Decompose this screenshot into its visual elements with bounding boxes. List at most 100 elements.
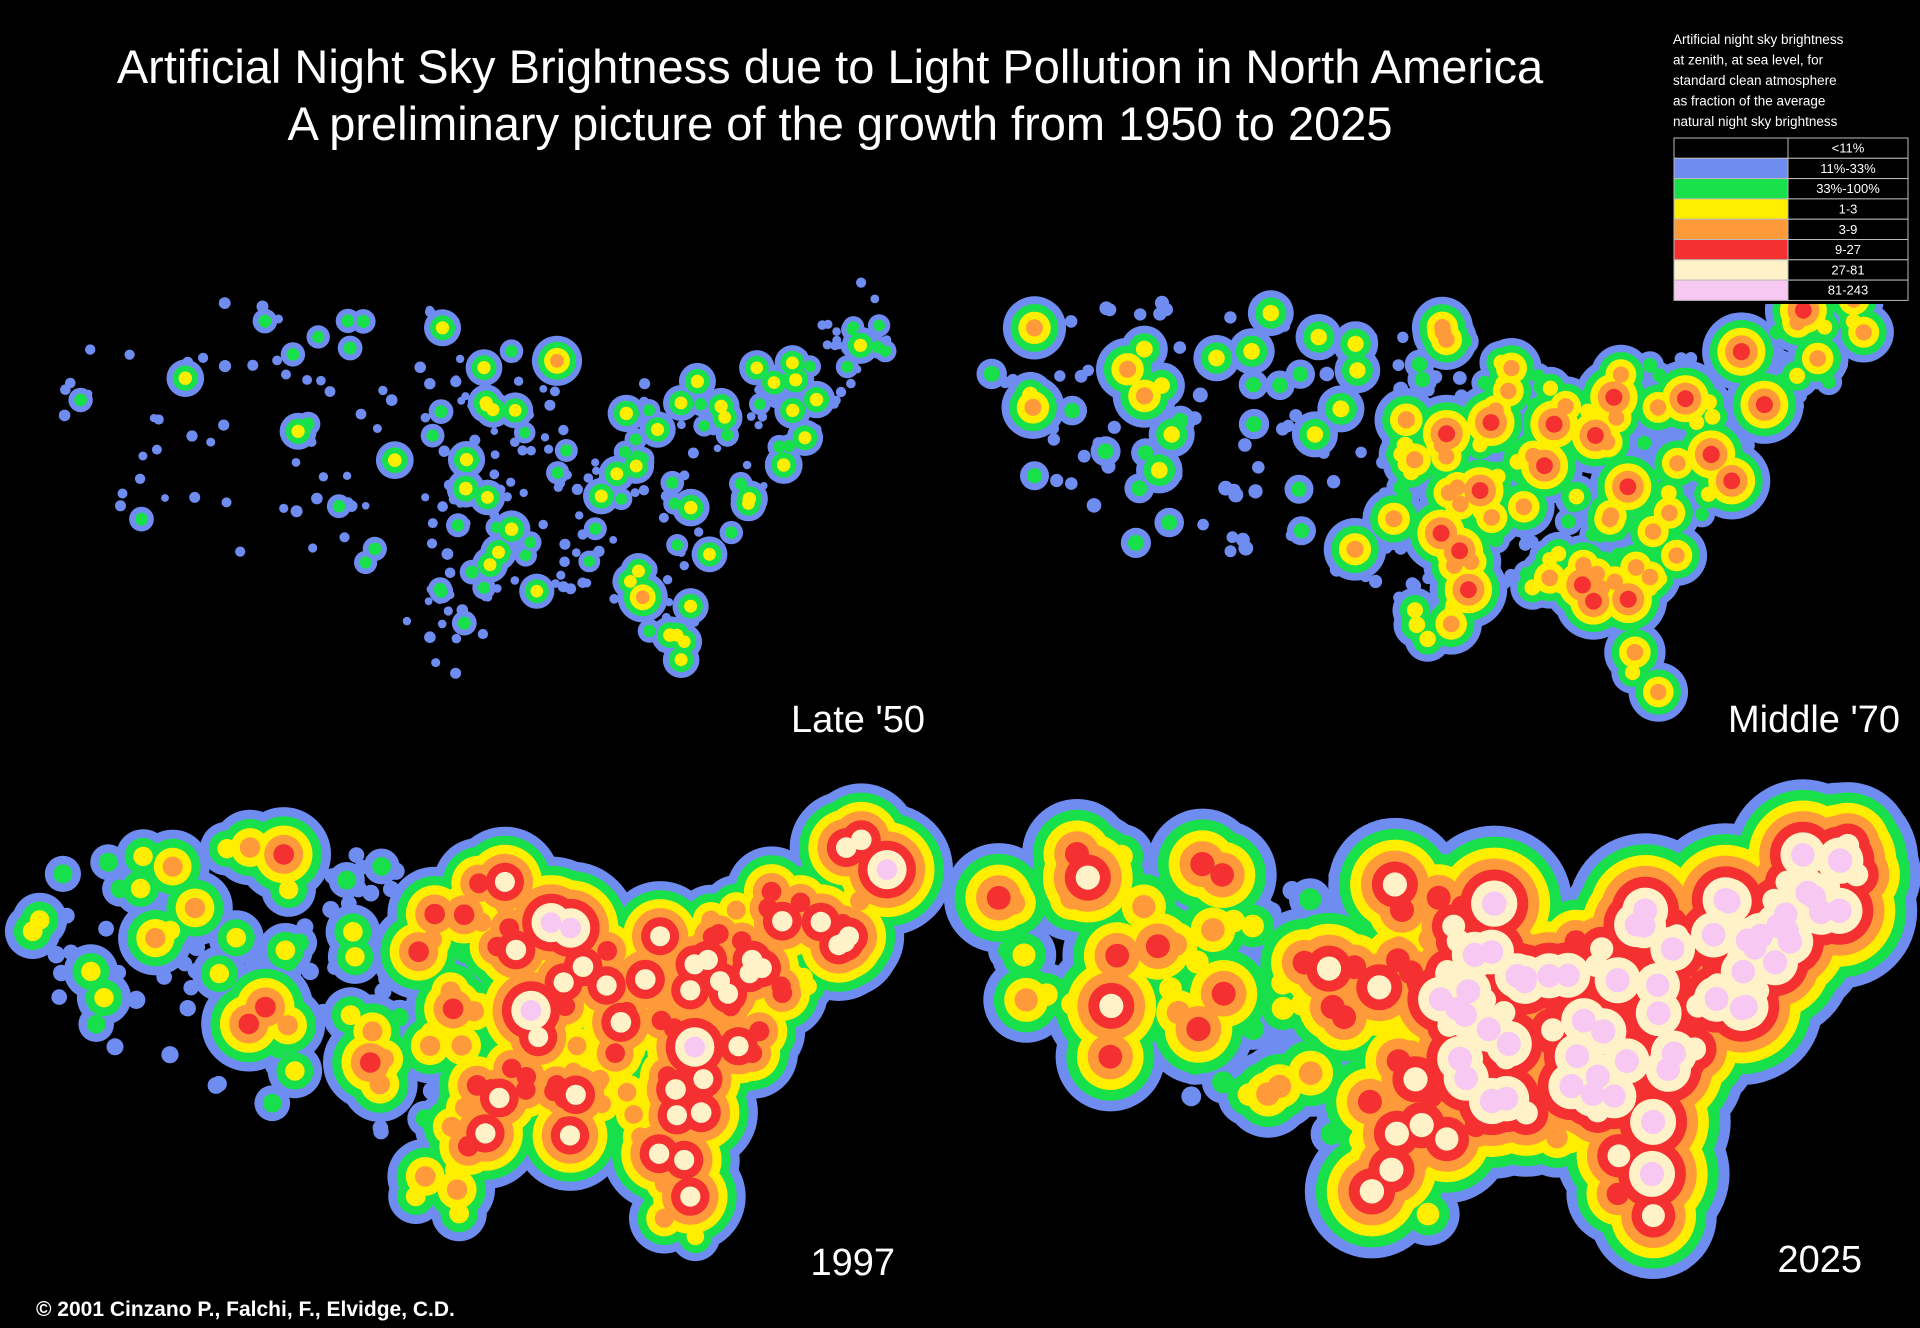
light-spot	[438, 445, 450, 457]
light-spot	[1743, 936, 1767, 960]
light-spot	[272, 355, 282, 366]
light-spot	[1855, 324, 1872, 341]
light-spot	[434, 405, 448, 419]
light-spot	[311, 492, 323, 505]
light-spot	[184, 897, 206, 919]
legend-swatch	[1673, 137, 1789, 159]
light-spot	[1591, 1019, 1616, 1044]
light-spot	[690, 374, 705, 388]
light-spot	[133, 846, 153, 867]
light-spot	[746, 412, 756, 421]
legend-swatch	[1673, 279, 1789, 301]
light-spot	[1845, 313, 1862, 330]
light-spot	[810, 911, 831, 933]
light-spot	[1397, 331, 1409, 343]
light-spot	[767, 376, 781, 389]
light-spot	[441, 1116, 462, 1137]
light-spot	[110, 879, 130, 899]
light-spot	[1795, 301, 1812, 319]
light-spot	[1397, 411, 1415, 429]
light-spot	[528, 1027, 549, 1048]
light-spot	[1237, 1083, 1261, 1106]
light-spot	[546, 1075, 567, 1095]
light-spot	[809, 392, 824, 407]
light-spot	[1460, 581, 1477, 599]
light-spot	[1483, 509, 1500, 526]
light-spot	[362, 884, 380, 902]
light-spot	[342, 471, 352, 480]
light-spot	[609, 536, 618, 544]
light-spot	[1644, 523, 1662, 540]
light-spot	[1476, 1017, 1501, 1042]
light-spot	[742, 460, 752, 470]
light-spot	[499, 918, 520, 938]
light-spot	[1550, 546, 1567, 562]
light-spot	[1250, 484, 1263, 497]
light-spot	[312, 330, 325, 344]
light-spot	[1434, 319, 1451, 336]
light-spot	[1626, 644, 1644, 661]
light-spot	[1320, 1123, 1343, 1145]
light-spot	[1593, 580, 1610, 597]
light-spot	[226, 927, 246, 948]
light-spot	[538, 519, 548, 530]
light-spot	[1409, 1113, 1434, 1138]
light-spot	[1105, 943, 1130, 968]
legend-heading-line: Artificial night sky brightness	[1673, 32, 1844, 47]
light-spot	[1241, 914, 1264, 938]
light-spot	[258, 314, 272, 328]
light-spot	[1602, 507, 1620, 524]
light-spot	[187, 963, 204, 979]
light-spot	[1454, 389, 1469, 404]
light-spot	[218, 360, 232, 373]
light-spot	[489, 469, 500, 480]
light-spot	[456, 604, 469, 616]
light-spot	[1541, 1018, 1565, 1042]
light-spot	[1435, 961, 1459, 986]
legend-heading-line: standard clean atmosphere	[1673, 73, 1837, 88]
light-spot	[421, 493, 430, 502]
light-spot	[760, 482, 768, 490]
light-spot	[302, 375, 312, 385]
light-spot	[1677, 390, 1694, 408]
light-spot	[1392, 359, 1405, 371]
light-spot	[1442, 914, 1466, 938]
light-spot	[1298, 1061, 1323, 1085]
light-spot	[1075, 865, 1100, 890]
light-spot	[629, 459, 643, 473]
light-spot	[1668, 547, 1685, 564]
light-spot	[324, 386, 336, 397]
light-spot	[434, 585, 448, 598]
light-spot	[856, 277, 867, 288]
light-spot	[1107, 420, 1121, 434]
light-spot	[291, 424, 305, 438]
light-spot	[1775, 870, 1799, 894]
light-spot	[1243, 343, 1260, 360]
light-spot	[453, 904, 475, 925]
light-spot	[1606, 1182, 1630, 1206]
light-spot	[262, 1093, 282, 1113]
light-spot	[1656, 1057, 1681, 1081]
light-spot	[559, 538, 571, 550]
light-spot	[549, 386, 560, 397]
light-spot	[526, 445, 536, 456]
light-spot	[505, 939, 527, 961]
legend-label-cell	[1787, 279, 1909, 301]
light-spot	[1723, 472, 1741, 490]
light-spot	[1496, 1031, 1521, 1056]
light-spot	[684, 500, 698, 515]
light-spot	[1472, 437, 1488, 453]
light-spot	[487, 936, 508, 957]
light-spot	[426, 538, 438, 549]
light-spot	[1568, 488, 1585, 505]
light-spot	[161, 1046, 179, 1064]
light-spot	[999, 376, 1012, 389]
light-spot	[1292, 366, 1309, 382]
light-spot	[520, 1000, 542, 1021]
light-spot	[489, 1087, 510, 1109]
light-spot	[454, 944, 474, 963]
light-spot	[1145, 934, 1170, 959]
light-spot	[1704, 408, 1721, 425]
light-spot	[1228, 487, 1244, 503]
light-spot	[301, 417, 315, 431]
